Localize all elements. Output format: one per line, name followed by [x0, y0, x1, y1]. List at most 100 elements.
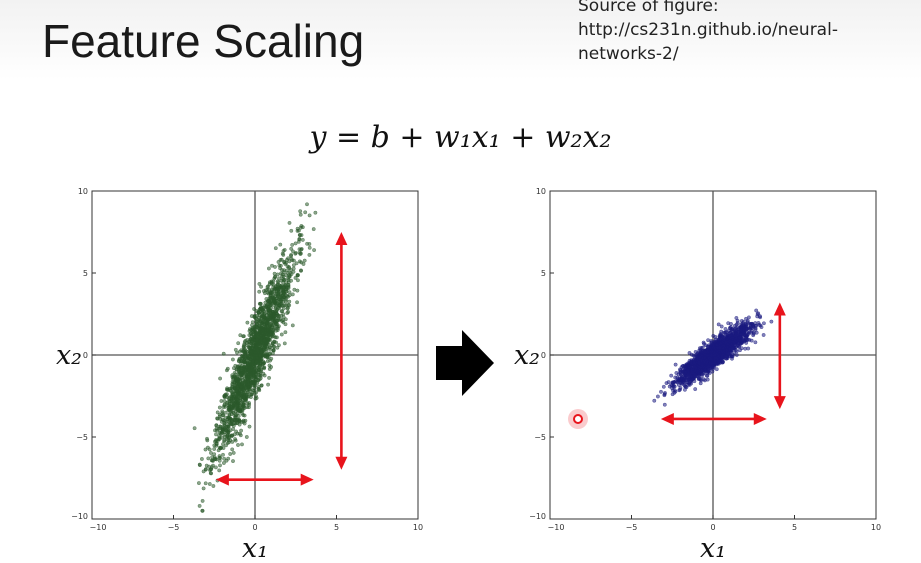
scatter-point [727, 348, 732, 353]
scatter-point [730, 336, 735, 340]
scatter-point [702, 341, 706, 346]
scatter-point [662, 393, 667, 398]
scatter-point [734, 353, 739, 357]
scatter-point [687, 358, 692, 363]
scatter-point [686, 369, 690, 374]
scatter-point [674, 371, 679, 375]
source-note: Source of figure: http://cs231n.github.i… [578, 0, 918, 66]
y-axis-label: x₂ [56, 340, 82, 371]
scatter-point [298, 212, 303, 217]
scatter-point [704, 373, 709, 378]
scatter-point [659, 389, 663, 394]
scatter-point [719, 332, 723, 337]
scatter-point [744, 340, 749, 345]
scatter-point [218, 376, 223, 381]
scatter-point [694, 368, 698, 373]
x-tick-label: 5 [792, 523, 797, 532]
scatter-point [720, 338, 725, 343]
x-tick-label: 10 [871, 523, 881, 532]
x-tick-label: 5 [334, 523, 339, 532]
x-tick-label: 0 [252, 523, 257, 532]
scatter-point [697, 348, 702, 353]
scatter-point [699, 360, 703, 364]
scatter-point [694, 353, 698, 358]
scatter-point [741, 329, 746, 334]
scatter-point [675, 377, 680, 381]
scatter-point [720, 349, 725, 354]
x-tick-label: −10 [90, 523, 107, 532]
scatter-point [753, 340, 758, 345]
scatter-point [746, 346, 751, 351]
scatter-point [678, 385, 683, 390]
scatter-point [716, 346, 721, 350]
scatter-point [683, 363, 687, 368]
scatter-point [669, 373, 674, 378]
scatter-point [748, 330, 753, 335]
scatter-point [240, 442, 244, 447]
scatter-point [228, 452, 233, 456]
y-axis-label: x₂ [514, 340, 540, 371]
scatter-point [201, 486, 206, 491]
x-tick-label: 0 [710, 523, 715, 532]
y-tick-label: −10 [71, 512, 88, 521]
scatter-point [690, 368, 695, 373]
scatter-point [680, 380, 685, 385]
scatter-point [664, 381, 669, 385]
y-tick-label: 0 [83, 351, 88, 360]
y-tick-label: 10 [536, 187, 546, 196]
scatter-point [733, 333, 738, 338]
scatter-point [734, 339, 739, 343]
cursor-highlight-icon [568, 409, 588, 429]
x-tick-label: −5 [626, 523, 638, 532]
scatter-point [716, 340, 721, 345]
scatter-point [734, 316, 739, 320]
x-axis-label: x₁ [700, 533, 726, 563]
scatter-point [739, 327, 743, 332]
scatter-point [709, 346, 714, 350]
scatter-point [670, 392, 675, 397]
scatter-point [734, 329, 738, 334]
scatter-point [699, 369, 704, 374]
scatter-point [726, 341, 730, 346]
right-arrow-icon [436, 330, 494, 396]
scatter-point [709, 353, 713, 357]
scatter-point [756, 311, 761, 316]
scatter-point [278, 242, 283, 247]
scatter-point [712, 340, 717, 345]
scatter-point [723, 351, 728, 355]
scatter-point [751, 323, 755, 328]
scatter-point [738, 336, 743, 340]
scatter-point [694, 374, 699, 378]
scatter-point [710, 369, 715, 374]
scatter-point [672, 380, 677, 384]
scatter-point [762, 321, 766, 326]
y-tick-label: −5 [534, 433, 546, 442]
scatter-point [723, 354, 728, 358]
y-tick-label: 0 [541, 351, 546, 360]
scatter-point [687, 364, 692, 369]
scatter-point [231, 450, 236, 455]
scatter-point [723, 327, 728, 331]
scatter-point [295, 278, 300, 283]
source-url-line: http://cs231n.github.io/neural- [578, 20, 838, 40]
scatter-point [740, 340, 744, 345]
equation: y = b + w₁x₁ + w₂x₂ [309, 120, 612, 155]
scatter-point [703, 353, 707, 358]
scatter-point [710, 365, 715, 370]
scatter-point [212, 452, 217, 457]
scatter-point [712, 360, 717, 365]
scatter-point [672, 384, 677, 389]
scatter-point [729, 321, 733, 326]
y-tick-label: 5 [541, 269, 546, 278]
scatter-point [719, 324, 724, 329]
scatter-point [728, 325, 733, 329]
scatter-point [711, 333, 716, 338]
scatter-point [742, 325, 747, 330]
scatter-point [697, 365, 702, 370]
scatter-point [307, 213, 312, 218]
scatter-point [724, 330, 729, 335]
scatter-point [257, 281, 262, 286]
scatter-point [673, 362, 678, 367]
scatter-point [703, 359, 708, 364]
